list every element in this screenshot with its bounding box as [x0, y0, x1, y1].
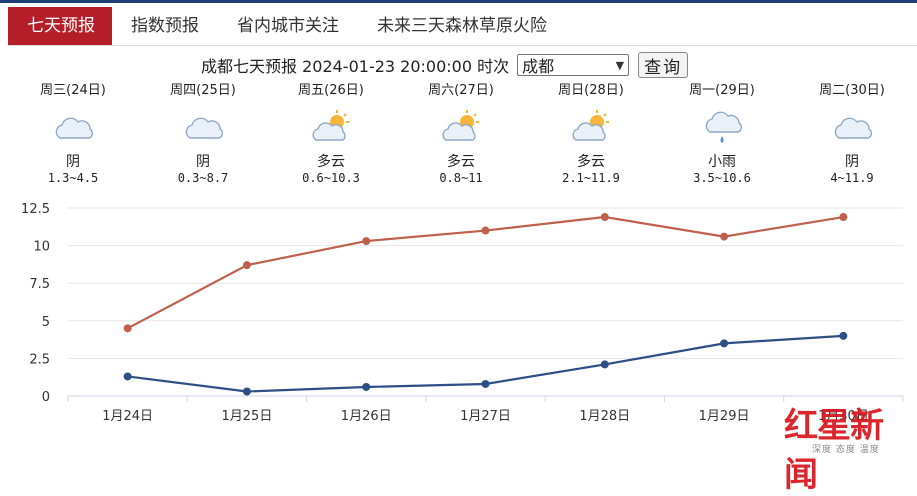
day-column: 周四(25日) 阴 0.3~8.7 [148, 82, 258, 186]
day-date: 周日(28日) [558, 83, 624, 98]
cloudy-icon [834, 117, 873, 139]
day-temp-range: 2.1~11.9 [562, 171, 620, 185]
data-point [720, 232, 729, 241]
city-select[interactable]: 成都 ▼ [517, 54, 630, 76]
cloudy-icon [55, 117, 94, 139]
day-weather: 阴 [845, 154, 859, 170]
data-point [481, 226, 490, 235]
tab-index-forecast[interactable]: 指数预报 [131, 16, 199, 36]
watermark-logo: 红星新闻 深度 态度 温度 [780, 398, 910, 495]
data-point [600, 360, 609, 369]
watermark-tagline: 深度 态度 温度 [812, 445, 880, 455]
temperature-chart: 0 2.5 5 7.5 10 12.5 1月24日 1月25日 1月26日 1月27日 1月28日 1… [21, 202, 904, 424]
x-tick-label: 1月29日 [699, 409, 750, 424]
data-point [839, 213, 848, 222]
x-tick-label: 1月27日 [460, 409, 511, 424]
day-column: 周六(27日) 多云 0.8~11 [406, 82, 516, 186]
forecast-toolbar: 成都七天预报 2024-01-23 20:00:00 时次 成都 ▼ 查询 [201, 52, 689, 78]
day-temp-range: 1.3~4.5 [47, 171, 99, 185]
y-tick-label: 10 [33, 240, 50, 255]
y-tick-label: 12.5 [21, 202, 50, 217]
x-tick-label: 1月24日 [102, 409, 153, 424]
partly-cloudy-icon [572, 110, 609, 141]
partly-cloudy-icon [442, 110, 479, 141]
day-weather: 多云 [447, 154, 475, 170]
x-tick-label: 1月25日 [222, 409, 273, 424]
day-column: 周五(26日) 多云 0.6~10.3 [276, 82, 386, 186]
data-point [362, 237, 371, 246]
data-point [123, 324, 132, 333]
day-weather: 小雨 [708, 154, 736, 170]
light-rain-icon [705, 111, 743, 143]
tab-province-cities[interactable]: 省内城市关注 [237, 16, 339, 36]
chevron-down-icon: ▼ [615, 58, 625, 72]
data-point [600, 213, 609, 222]
y-tick-label: 0 [42, 390, 50, 405]
forecast-title: 成都七天预报 2024-01-23 20:00:00 时次 [201, 57, 510, 76]
data-point [362, 382, 371, 391]
day-date: 周一(29日) [689, 83, 755, 98]
cloudy-icon [185, 117, 224, 139]
day-temp-range: 0.6~10.3 [302, 171, 360, 185]
day-weather: 阴 [66, 154, 80, 170]
day-temp-range: 3.5~10.6 [693, 171, 751, 185]
data-point [123, 372, 132, 381]
city-select-value: 成都 [522, 57, 555, 76]
data-point [839, 331, 848, 340]
day-date: 周三(24日) [40, 83, 106, 98]
query-button[interactable]: 查询 [638, 52, 689, 78]
data-point [242, 387, 251, 396]
y-tick-label: 7.5 [29, 277, 50, 292]
day-date: 周四(25日) [170, 83, 236, 98]
data-point [720, 339, 729, 348]
tab-bar: 七天预报 指数预报 省内城市关注 未来三天森林草原火险 [8, 7, 566, 45]
day-date: 周六(27日) [428, 83, 494, 98]
tab-divider [8, 45, 917, 46]
y-tick-label: 2.5 [29, 352, 50, 367]
day-temp-range: 0.8~11 [439, 171, 483, 185]
day-weather: 阴 [196, 154, 210, 170]
data-point [481, 379, 490, 388]
day-date: 周二(30日) [819, 83, 885, 98]
day-weather: 多云 [317, 154, 345, 170]
day-temp-range: 4~11.9 [830, 171, 874, 185]
x-tick-label: 1月30日 [818, 409, 869, 424]
x-tick-label: 1月26日 [341, 409, 392, 424]
day-column: 周日(28日) 多云 2.1~11.9 [536, 82, 646, 186]
tab-seven-day-forecast[interactable]: 七天预报 [8, 7, 112, 45]
day-temp-range: 0.3~8.7 [177, 171, 229, 185]
partly-cloudy-icon [312, 110, 349, 141]
day-column: 周一(29日) 小雨 3.5~10.6 [667, 82, 777, 186]
y-tick-label: 5 [42, 315, 50, 330]
day-column: 周二(30日) 阴 4~11.9 [797, 82, 907, 186]
data-point [242, 261, 251, 270]
day-weather: 多云 [577, 154, 605, 170]
tab-fire-risk[interactable]: 未来三天森林草原火险 [377, 16, 547, 36]
top-border [0, 0, 917, 3]
day-column: 周三(24日) 阴 1.3~4.5 [18, 82, 128, 186]
x-tick-label: 1月28日 [579, 409, 630, 424]
day-date: 周五(26日) [298, 83, 364, 98]
